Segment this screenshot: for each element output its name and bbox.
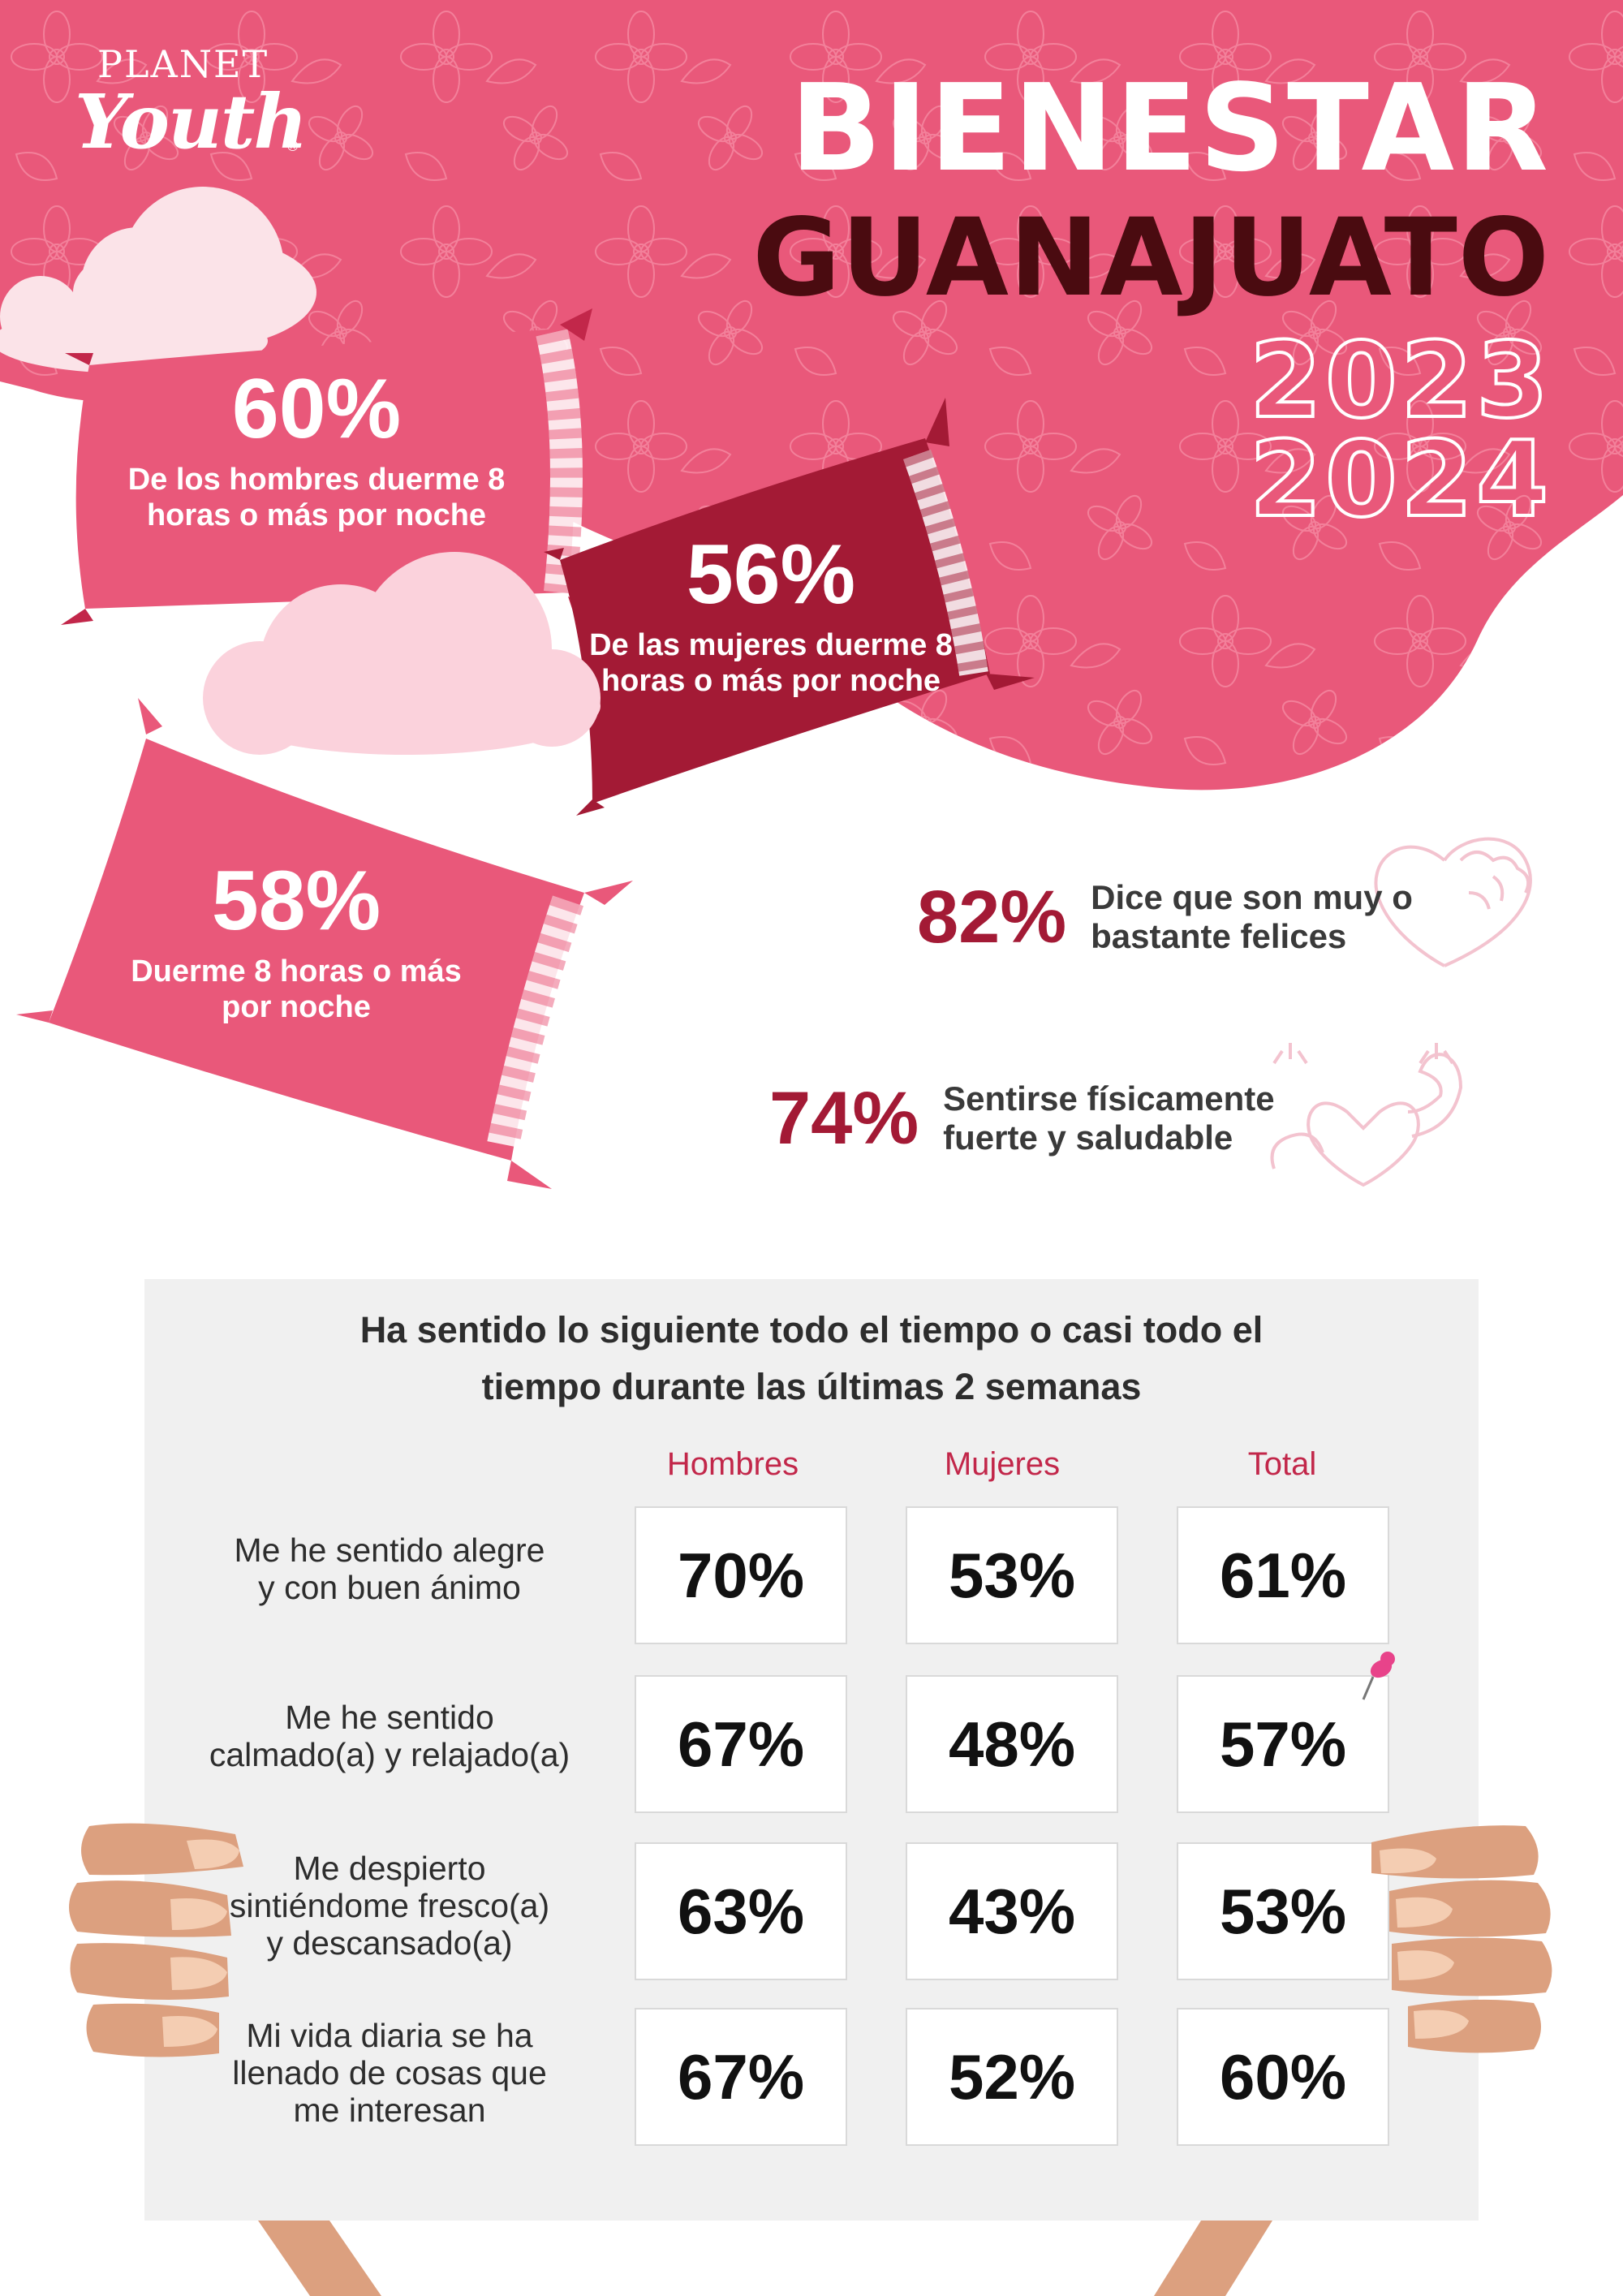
table-cell-value: 53% bbox=[906, 1506, 1118, 1644]
stat-healthy: 74% Sentirse físicamente fuerte y saluda… bbox=[769, 1079, 1275, 1158]
pillow-stat-total: 58% Duerme 8 horas o más por noche bbox=[122, 859, 471, 1025]
decorations-layer bbox=[0, 187, 1532, 1189]
planet-youth-logo: PLANET Youth ® bbox=[75, 42, 308, 196]
logo-line1: PLANET bbox=[97, 42, 269, 86]
table-cell-value: 67% bbox=[635, 2008, 847, 2146]
pillow-percent: 56% bbox=[686, 528, 856, 622]
title-line2: GUANAJUATO bbox=[752, 196, 1550, 321]
pillow-percent: 58% bbox=[211, 854, 381, 948]
pushpin-icon bbox=[1362, 1652, 1395, 1700]
table-cell-value: 57% bbox=[1177, 1675, 1389, 1813]
pillow-icon bbox=[16, 698, 633, 1189]
stat-percent: 82% bbox=[917, 876, 1067, 959]
cloud-icon bbox=[203, 552, 601, 755]
right-hand bbox=[1371, 1825, 1552, 2053]
column-header-women: Mujeres bbox=[944, 1446, 1061, 1482]
pillow-description: De los hombres duerme 8 horas o más por … bbox=[127, 463, 506, 532]
table-cell-value: 52% bbox=[906, 2008, 1118, 2146]
table-cell-value: 61% bbox=[1177, 1506, 1389, 1644]
header-blob-background bbox=[0, 0, 1623, 790]
row-label: Me despierto sintiéndome fresco(a) y des… bbox=[170, 1850, 609, 1962]
stat-label-line: Dice que son muy o bbox=[1091, 878, 1413, 916]
pillow-percent: 60% bbox=[231, 362, 402, 456]
row-label-line: me interesan bbox=[293, 2091, 486, 2129]
row-label: Me he sentido alegre y con buen ánimo bbox=[170, 1531, 609, 1607]
row-label-line: y descansado(a) bbox=[266, 1923, 513, 1962]
pillow-description: Duerme 8 horas o más por noche bbox=[131, 954, 462, 1024]
column-header-total: Total bbox=[1247, 1446, 1317, 1482]
stat-label: Dice que son muy o bastante felices bbox=[1091, 878, 1413, 957]
stat-percent: 74% bbox=[769, 1077, 919, 1161]
row-label-line: Mi vida diaria se ha bbox=[246, 2017, 533, 2054]
table-cell-value: 60% bbox=[1177, 2008, 1389, 2146]
board-heading-line: tiempo durante las últimas 2 semanas bbox=[481, 1365, 1142, 1407]
table-cell-value: 53% bbox=[1177, 1842, 1389, 1980]
row-label-line: y con buen ánimo bbox=[258, 1568, 521, 1606]
stat-label: Sentirse físicamente fuerte y saludable bbox=[943, 1079, 1275, 1158]
row-label-line: llenado de cosas que bbox=[232, 2053, 547, 2091]
heart-muscle-icon bbox=[1270, 1043, 1463, 1187]
pillow-icon bbox=[544, 398, 1035, 816]
row-label-line: Me despierto bbox=[293, 1850, 486, 1887]
row-label-line: Me he sentido alegre bbox=[234, 1531, 545, 1569]
cloud-icon bbox=[0, 187, 316, 373]
row-label: Mi vida diaria se ha llenado de cosas qu… bbox=[170, 2017, 609, 2130]
pillow-stat-men: 60% De los hombres duerme 8 horas o más … bbox=[105, 367, 527, 533]
logo-line2: Youth bbox=[75, 78, 308, 166]
stat-label-line: Sentirse físicamente bbox=[943, 1079, 1275, 1118]
title-line1: BIENESTAR bbox=[790, 58, 1550, 198]
pillow-stat-women: 56% De las mujeres duerme 8 horas o más … bbox=[576, 532, 966, 699]
board-heading-line: Ha sentido lo siguiente todo el tiempo o… bbox=[359, 1309, 1264, 1350]
row-label: Me he sentido calmado(a) y relajado(a) bbox=[170, 1699, 609, 1774]
table-cell-value: 48% bbox=[906, 1675, 1118, 1813]
column-header-men: Hombres bbox=[666, 1446, 799, 1482]
stat-label-line: bastante felices bbox=[1091, 917, 1347, 956]
row-label-line: sintiéndome fresco(a) bbox=[229, 1886, 550, 1924]
stat-happy: 82% Dice que son muy o bastante felices bbox=[917, 878, 1413, 957]
left-hand bbox=[69, 1823, 243, 2057]
row-label-line: calmado(a) y relajado(a) bbox=[209, 1735, 570, 1773]
title-year-1: 2023 bbox=[1248, 321, 1552, 442]
pillow-icon bbox=[61, 308, 609, 625]
logo-registered-mark: ® bbox=[287, 138, 299, 154]
table-cell-value: 67% bbox=[635, 1675, 847, 1813]
table-cell-value: 70% bbox=[635, 1506, 847, 1644]
pillow-description: De las mujeres duerme 8 horas o más por … bbox=[589, 628, 953, 698]
board-heading: Ha sentido lo siguiente todo el tiempo o… bbox=[0, 1302, 1623, 1415]
table-cell-value: 43% bbox=[906, 1842, 1118, 1980]
row-label-line: Me he sentido bbox=[285, 1699, 494, 1736]
title-year-2: 2024 bbox=[1248, 420, 1552, 541]
hands-holding-board bbox=[69, 1823, 1552, 2296]
stat-label-line: fuerte y saludable bbox=[943, 1118, 1233, 1157]
heart-brain-icon bbox=[1374, 837, 1532, 967]
table-cell-value: 63% bbox=[635, 1842, 847, 1980]
